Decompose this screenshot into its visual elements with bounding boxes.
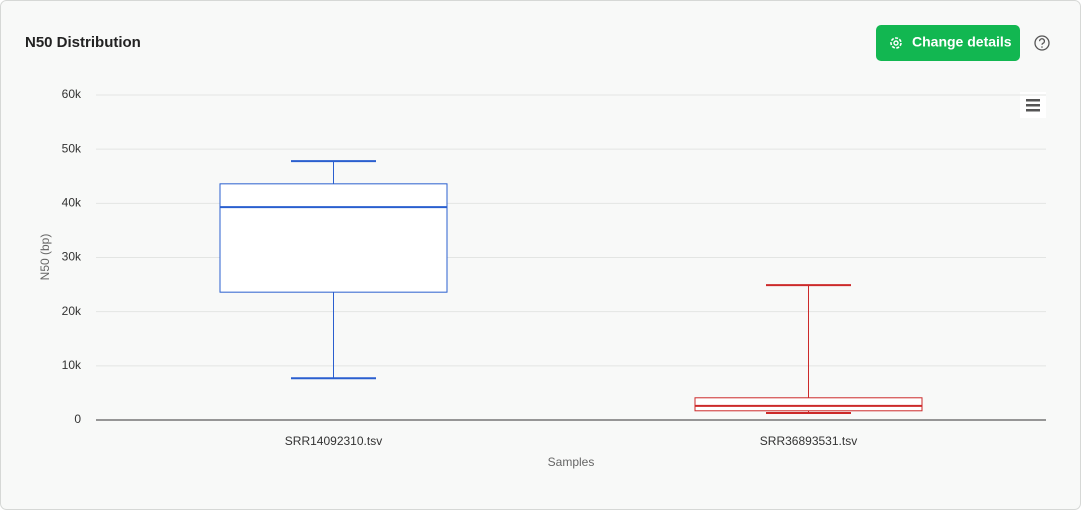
menu-bar[interactable] — [1026, 99, 1040, 102]
gear-icon-center[interactable] — [893, 40, 899, 46]
help-circle[interactable] — [1034, 35, 1050, 51]
gear-icon[interactable] — [890, 37, 902, 49]
y-tick-label: 40k — [62, 196, 82, 210]
x-tick-label: SRR36893531.tsv — [760, 434, 857, 448]
help-question-mark[interactable] — [1038, 38, 1045, 45]
y-axis-title: N50 (bp) — [38, 234, 52, 281]
y-tick-label: 50k — [62, 141, 82, 155]
chart-menu[interactable] — [1020, 92, 1046, 118]
y-tick-label: 30k — [62, 250, 82, 264]
x-axis-title: Samples — [548, 455, 595, 469]
y-tick-label: 0 — [74, 412, 81, 426]
chart-title: N50 Distribution — [25, 34, 141, 51]
y-tick-label: 20k — [62, 304, 82, 318]
x-tick-label: SRR14092310.tsv — [285, 434, 382, 448]
help-dot[interactable] — [1041, 46, 1043, 48]
button-background[interactable] — [876, 25, 1020, 61]
box — [219, 183, 448, 293]
change-details-button[interactable]: Change details — [876, 25, 1020, 61]
button-label[interactable]: Change details — [912, 34, 1012, 50]
y-tick-label: 60k — [62, 87, 82, 101]
menu-bar[interactable] — [1026, 104, 1040, 107]
menu-bar[interactable] — [1026, 109, 1040, 112]
help-icon[interactable] — [1034, 35, 1050, 51]
box — [694, 397, 923, 412]
y-tick-label: 10k — [62, 358, 82, 372]
